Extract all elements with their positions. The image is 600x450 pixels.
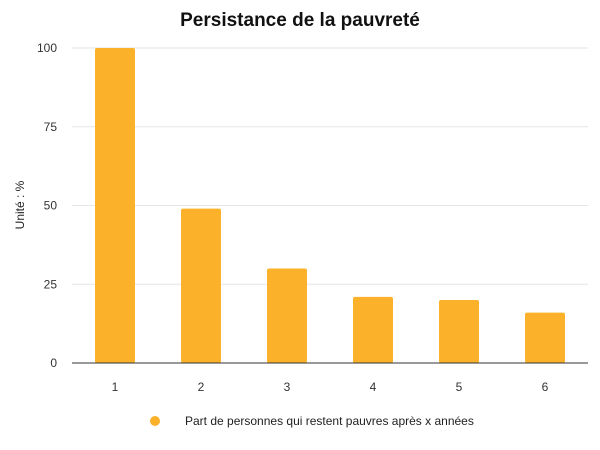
- legend: Part de personnes qui restent pauvres ap…: [150, 414, 474, 428]
- bar: [181, 208, 221, 363]
- y-axis-label: Unité : %: [13, 180, 27, 229]
- y-tick-label: 25: [44, 277, 58, 291]
- x-tick-label: 2: [198, 380, 205, 394]
- x-tick-label: 6: [542, 380, 549, 394]
- chart-title: Persistance de la pauvreté: [180, 10, 420, 31]
- bar: [353, 296, 393, 363]
- bars: [95, 48, 565, 363]
- y-tick-label: 100: [37, 41, 57, 55]
- bar: [267, 268, 307, 363]
- x-tick-labels: 1 2 3 4 5 6: [112, 380, 549, 394]
- bar: [439, 300, 479, 363]
- legend-marker: [150, 416, 160, 426]
- y-tick-label: 75: [44, 120, 58, 134]
- x-tick-label: 3: [284, 380, 291, 394]
- gridlines: [72, 47, 588, 285]
- legend-label: Part de personnes qui restent pauvres ap…: [185, 414, 474, 428]
- y-tick-labels: 0 25 50 75 100: [37, 41, 57, 370]
- x-tick-label: 1: [112, 380, 119, 394]
- y-tick-label: 0: [50, 356, 57, 370]
- bar: [525, 312, 565, 363]
- x-tick-label: 4: [370, 380, 377, 394]
- x-tick-label: 5: [456, 380, 463, 394]
- y-tick-label: 50: [44, 199, 58, 213]
- bar: [95, 48, 135, 363]
